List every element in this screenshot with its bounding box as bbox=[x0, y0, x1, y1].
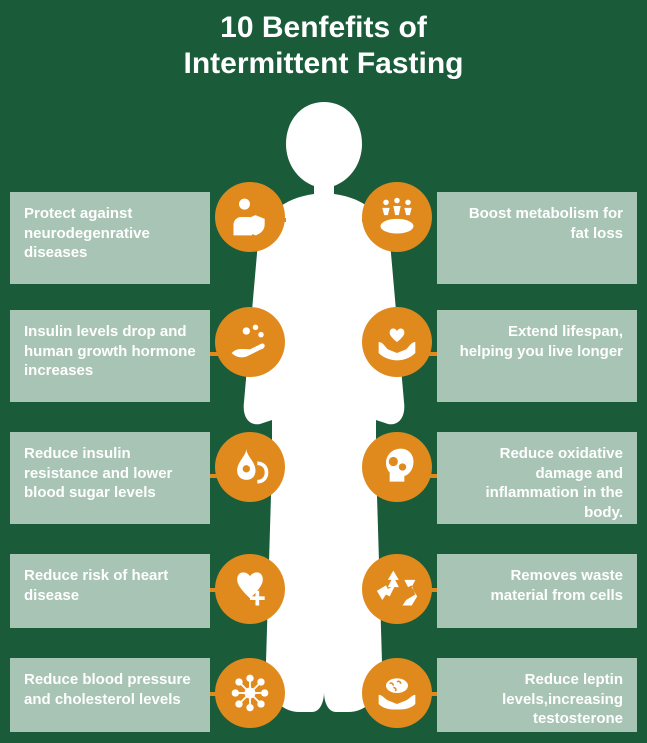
benefit-text: Reduce leptin levels,increasing testoste… bbox=[502, 671, 623, 727]
benefit-text: Extend lifespan, helping you live longer bbox=[460, 323, 623, 360]
molecule-icon bbox=[215, 658, 285, 728]
infographic-container: Protect against neurodegenrative disease… bbox=[0, 92, 647, 732]
benefit-text: Reduce blood pressure and cholesterol le… bbox=[24, 671, 191, 708]
benefit-text: Reduce oxidative damage and inflammation… bbox=[485, 445, 623, 521]
benefit-box-left-2: Insulin levels drop and human growth hor… bbox=[10, 310, 210, 402]
brain-gear-icon bbox=[362, 432, 432, 502]
benefit-box-right-5: Reduce leptin levels,increasing testoste… bbox=[437, 658, 637, 732]
benefit-box-right-1: Boost metabolism for fat loss bbox=[437, 192, 637, 284]
title-line-1: 10 Benfefits of bbox=[220, 11, 427, 44]
hands-heart-icon bbox=[362, 307, 432, 377]
benefit-box-left-5: Reduce blood pressure and cholesterol le… bbox=[10, 658, 210, 732]
page-title: 10 Benfefits of Intermittent Fasting bbox=[0, 0, 647, 82]
hand-pills-icon bbox=[215, 307, 285, 377]
heart-plus-icon bbox=[215, 554, 285, 624]
benefit-box-right-2: Extend lifespan, helping you live longer bbox=[437, 310, 637, 402]
dumbbell-people-icon bbox=[362, 182, 432, 252]
benefit-text: Insulin levels drop and human growth hor… bbox=[24, 323, 196, 379]
benefit-box-right-4: Removes waste material from cells bbox=[437, 554, 637, 628]
recycle-icon bbox=[362, 554, 432, 624]
benefit-text: Boost metabolism for fat loss bbox=[469, 205, 623, 242]
benefit-text: Reduce insulin resistance and lower bloo… bbox=[24, 445, 172, 501]
shield-person-icon bbox=[215, 182, 285, 252]
benefit-text: Protect against neurodegenrative disease… bbox=[24, 205, 150, 261]
benefit-text: Removes waste material from cells bbox=[490, 567, 623, 604]
hands-brain-icon bbox=[362, 658, 432, 728]
benefit-box-left-1: Protect against neurodegenrative disease… bbox=[10, 192, 210, 284]
title-line-2: Intermittent Fasting bbox=[183, 47, 463, 80]
benefit-text: Reduce risk of heart disease bbox=[24, 567, 168, 604]
benefit-box-left-3: Reduce insulin resistance and lower bloo… bbox=[10, 432, 210, 524]
benefit-box-right-3: Reduce oxidative damage and inflammation… bbox=[437, 432, 637, 524]
benefit-box-left-4: Reduce risk of heart disease bbox=[10, 554, 210, 628]
blood-drop-icon bbox=[215, 432, 285, 502]
